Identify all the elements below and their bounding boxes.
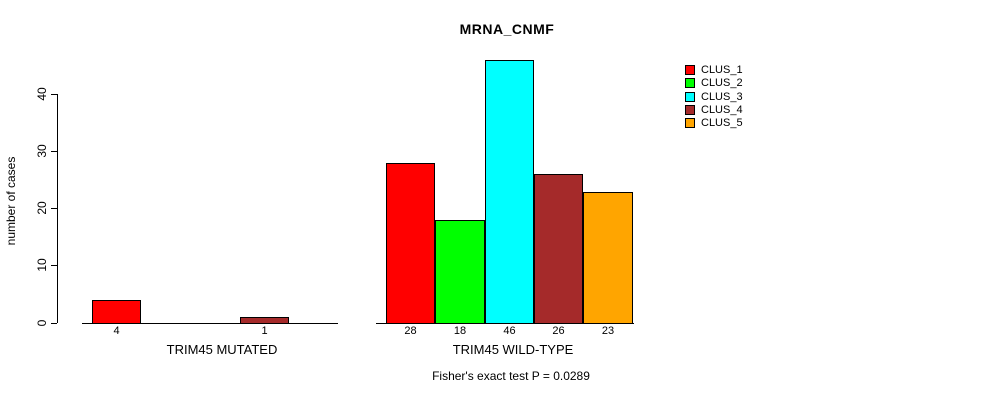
y-axis-line: [57, 94, 58, 323]
y-tick-label: 30: [35, 144, 49, 158]
y-tick: [51, 151, 57, 152]
y-tick: [51, 323, 57, 324]
legend-swatch-clus_2: [685, 78, 695, 88]
bar-clus_3: [485, 60, 534, 324]
legend-label: CLUS_5: [701, 117, 743, 129]
legend-label: CLUS_4: [701, 104, 743, 116]
legend-swatch-clus_1: [685, 65, 695, 75]
bar-value-label: 23: [601, 325, 615, 337]
bar-clus_5: [583, 192, 633, 324]
legend-label: CLUS_2: [701, 77, 743, 89]
bar-clus_1: [92, 300, 141, 324]
y-tick-label: 40: [35, 87, 49, 101]
bar-value-label: 4: [113, 325, 120, 337]
bar-value-label: 46: [503, 325, 516, 337]
y-axis-label: number of cases: [4, 156, 18, 246]
bar-clus_4: [534, 174, 583, 324]
bar-clus_2: [435, 220, 485, 324]
bar-value-label: 18: [453, 325, 467, 337]
y-tick-label: 10: [35, 258, 49, 272]
legend-swatch-clus_4: [685, 105, 695, 115]
y-tick-label: 0: [35, 319, 49, 327]
legend-label: CLUS_1: [701, 64, 743, 76]
y-tick: [51, 208, 57, 209]
group-label-wild-type: TRIM45 WILD-TYPE: [452, 342, 574, 357]
legend-label: CLUS_3: [701, 91, 743, 103]
y-tick: [51, 265, 57, 266]
y-tick-label: 20: [35, 201, 49, 215]
fisher-test-annotation: Fisher's exact test P = 0.0289: [432, 369, 590, 383]
chart-title: MRNA_CNMF: [459, 21, 555, 37]
bar-clus_1: [386, 163, 435, 324]
group-label-mutated: TRIM45 MUTATED: [166, 342, 278, 357]
legend-swatch-clus_3: [685, 92, 695, 102]
bar-value-label: 1: [261, 325, 268, 337]
bar-value-label: 28: [404, 325, 417, 337]
legend-swatch-clus_5: [685, 118, 695, 128]
x-baseline: [82, 323, 338, 324]
y-tick: [51, 94, 57, 95]
bar-value-label: 26: [552, 325, 565, 337]
bar-clus_4: [240, 317, 289, 324]
